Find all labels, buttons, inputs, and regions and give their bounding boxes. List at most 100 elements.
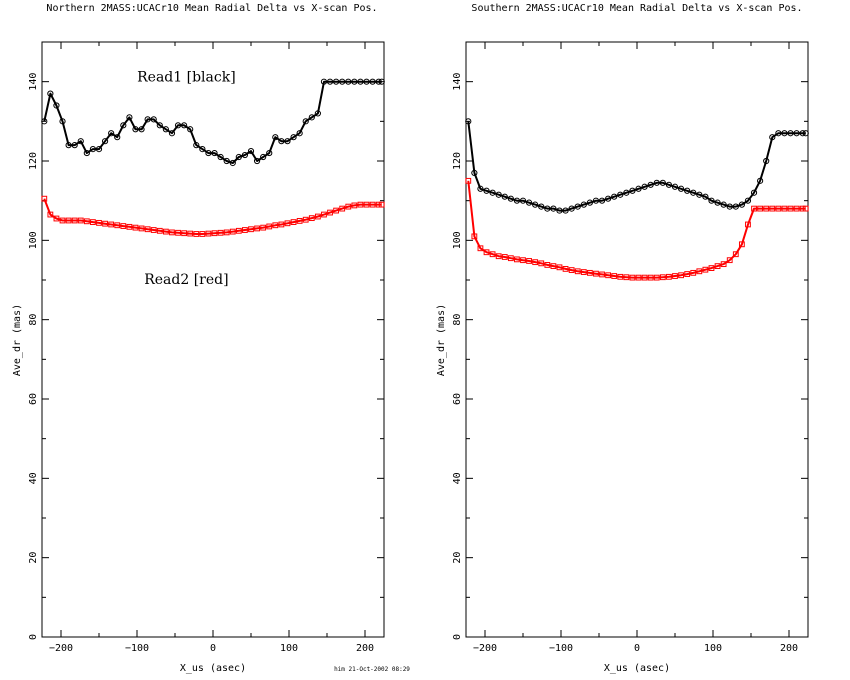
data-point [266, 223, 273, 230]
data-point [235, 153, 242, 161]
data-point [684, 271, 691, 277]
x-axis-label: X_us (asec) [604, 663, 670, 674]
data-point [802, 130, 809, 137]
y-tick-label: 60 [28, 393, 39, 405]
data-point [471, 169, 478, 176]
data-point [199, 231, 206, 237]
y-tick-label: 0 [452, 634, 463, 640]
x-tick-label: 100 [280, 643, 298, 654]
x-axis-label: X_us (asec) [180, 663, 246, 674]
data-point [345, 203, 352, 210]
data-point [714, 263, 721, 270]
data-point [175, 229, 181, 236]
y-tick-label: 140 [452, 73, 463, 91]
data-point [666, 273, 672, 280]
data-point [477, 185, 484, 192]
data-point [793, 130, 800, 137]
data-point [617, 191, 624, 198]
data-point [514, 256, 520, 263]
data-point [757, 177, 764, 184]
data-point [507, 255, 514, 262]
data-point [513, 197, 521, 204]
series-line-0 [43, 80, 382, 164]
data-point [599, 271, 605, 278]
data-point [708, 197, 715, 204]
x-tick-label: −200 [49, 643, 73, 654]
data-point [672, 273, 678, 279]
data-point [526, 258, 532, 264]
data-point [290, 219, 297, 225]
data-point [744, 197, 752, 204]
data-point [162, 126, 169, 133]
data-point [211, 230, 218, 237]
data-point [217, 153, 224, 161]
data-point [126, 114, 133, 121]
axis-ticks: 0 20 40 60 80 100 120 140 −200 −100 0 100 200 [28, 41, 384, 654]
data-point [156, 122, 163, 129]
data-point [653, 179, 660, 186]
data-point [751, 205, 757, 212]
chart-title: Northern 2MASS:UCACr10 Mean Radial Delta… [46, 3, 377, 14]
data-point [150, 227, 157, 233]
data-point [193, 231, 200, 237]
data-point [653, 274, 660, 281]
data-point [181, 122, 188, 129]
data-point [187, 230, 194, 237]
data-point [120, 122, 127, 129]
data-point [477, 245, 484, 252]
data-point [108, 221, 115, 228]
data-point [53, 102, 60, 109]
data-point [623, 189, 630, 196]
data-point [378, 201, 385, 208]
data-point [345, 78, 352, 85]
annotation-label: Read1 [black] [137, 70, 236, 86]
data-point [763, 205, 770, 212]
data-point [532, 201, 539, 208]
data-point [471, 233, 478, 240]
data-point [586, 269, 593, 276]
data-point [556, 264, 563, 271]
data-point [544, 205, 551, 212]
data-point [77, 217, 84, 224]
data-point [769, 134, 776, 141]
data-point [592, 197, 600, 204]
data-point [520, 257, 526, 264]
data-point [162, 228, 169, 235]
data-point [519, 197, 527, 204]
data-point [671, 183, 679, 190]
data-point [357, 78, 364, 85]
data-point [89, 146, 97, 153]
data-point [489, 251, 496, 258]
data-point [568, 267, 575, 273]
data-point [787, 205, 794, 212]
data-point [187, 126, 194, 133]
data-point [114, 222, 121, 229]
data-point [550, 263, 557, 270]
data-point [708, 265, 715, 272]
data-point [696, 268, 703, 275]
data-point [333, 207, 340, 214]
data-point [623, 274, 630, 281]
data-point [211, 149, 218, 157]
data-point [302, 216, 309, 223]
data-point [375, 201, 382, 208]
data-point [144, 116, 151, 123]
data-point [465, 177, 472, 184]
data-point [702, 193, 709, 200]
data-point [787, 130, 794, 137]
data-lines [43, 80, 382, 235]
x-tick-label: 200 [780, 643, 798, 654]
data-point [150, 116, 157, 123]
data-point [284, 220, 291, 227]
data-point [59, 118, 66, 125]
x-tick-label: 0 [210, 643, 216, 654]
data-point [302, 118, 309, 125]
data-point [77, 138, 84, 145]
data-point [550, 205, 557, 212]
data-point [223, 229, 230, 236]
data-point [308, 114, 315, 121]
data-point [114, 134, 121, 141]
y-tick-label: 40 [28, 472, 39, 484]
plot-frame [41, 41, 385, 638]
